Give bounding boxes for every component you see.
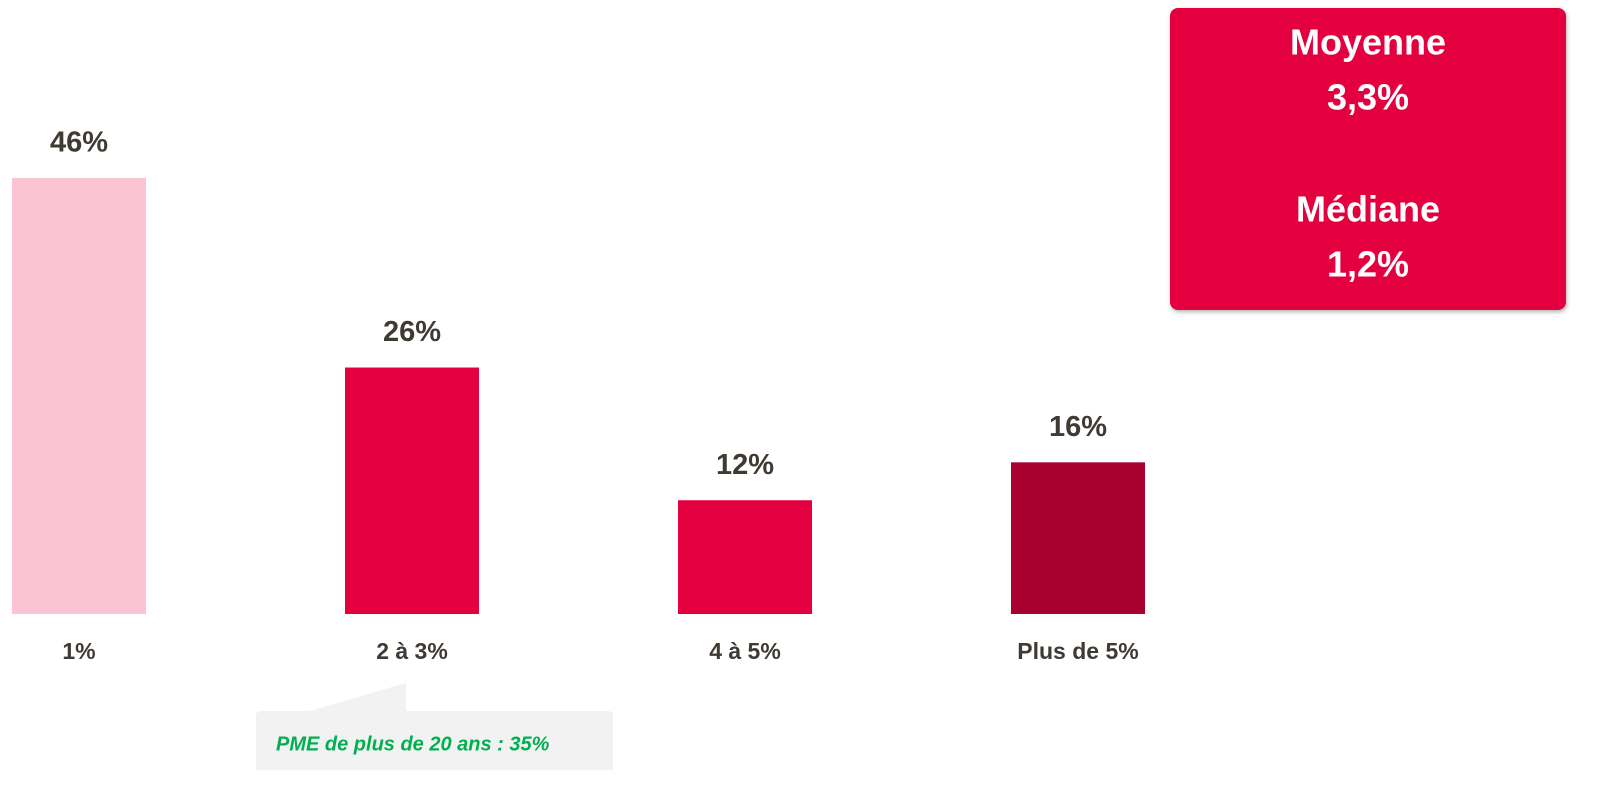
stat-value: 3,3% bbox=[1327, 77, 1409, 118]
value-label: 12% bbox=[716, 449, 774, 481]
bar bbox=[678, 500, 812, 614]
stat-value: 1,2% bbox=[1327, 244, 1409, 285]
value-label: 16% bbox=[1049, 411, 1107, 443]
value-label: 26% bbox=[383, 316, 441, 348]
x-tick-label: 1% bbox=[62, 638, 95, 664]
x-tick-label: 2 à 3% bbox=[376, 638, 448, 664]
bar bbox=[1011, 462, 1145, 614]
value-label: 46% bbox=[50, 127, 108, 159]
stats-box bbox=[1170, 8, 1566, 310]
annotation: PME de plus de 20 ans : 35% bbox=[276, 733, 550, 755]
x-tick-label: Plus de 5% bbox=[1017, 638, 1138, 664]
stat-label: Moyenne bbox=[1290, 22, 1446, 63]
bar bbox=[12, 177, 146, 615]
x-tick-label: 4 à 5% bbox=[709, 638, 781, 664]
bar bbox=[345, 367, 479, 614]
callout bbox=[256, 683, 613, 770]
stat-label: Médiane bbox=[1296, 189, 1440, 230]
